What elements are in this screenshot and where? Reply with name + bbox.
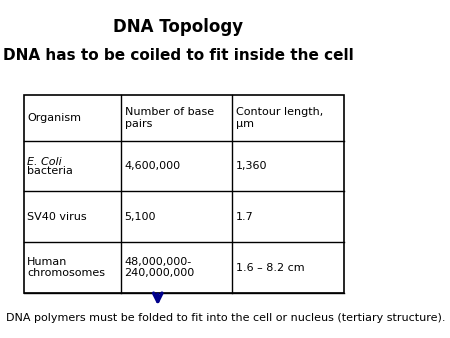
Text: DNA Topology: DNA Topology [113,18,243,36]
Text: SV40 virus: SV40 virus [27,212,87,222]
Text: Contour length,
μm: Contour length, μm [236,107,323,129]
Text: E. Coli: E. Coli [27,157,62,167]
Text: 4,600,000: 4,600,000 [125,161,180,171]
Text: 1,360: 1,360 [236,161,267,171]
Text: Human
chromosomes: Human chromosomes [27,257,105,279]
Text: DNA has to be coiled to fit inside the cell: DNA has to be coiled to fit inside the c… [3,48,354,63]
Text: 5,100: 5,100 [125,212,156,222]
Text: DNA polymers must be folded to fit into the cell or nucleus (tertiary structure): DNA polymers must be folded to fit into … [6,313,446,323]
Text: Organism: Organism [27,113,81,123]
Text: bacteria: bacteria [27,166,73,176]
Text: 48,000,000-
240,000,000: 48,000,000- 240,000,000 [125,257,195,279]
Text: 1.7: 1.7 [236,212,254,222]
Text: 1.6 – 8.2 cm: 1.6 – 8.2 cm [236,263,305,273]
Text: Number of base
pairs: Number of base pairs [125,107,214,129]
